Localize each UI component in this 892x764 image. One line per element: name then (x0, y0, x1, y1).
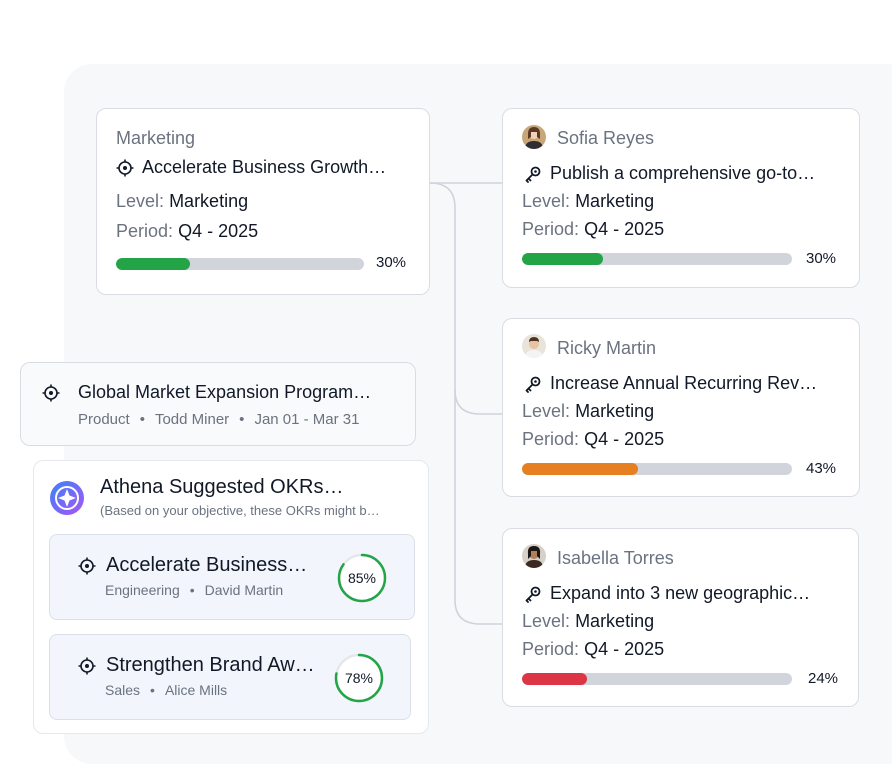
avatar (522, 334, 546, 358)
suggested-okr-card[interactable]: Strengthen Brand Aw… Sales • Alice Mills 7… (49, 634, 411, 720)
key-result-period: Period: Q4 - 2025 (522, 429, 664, 450)
athena-panel: Athena Suggested OKRs… (Based on your ob… (33, 460, 429, 734)
separator: • (139, 411, 145, 428)
level-label: Level: (522, 191, 571, 211)
objective-progress-fill (116, 258, 191, 270)
level-label: Level: (522, 611, 571, 631)
score-label: 85% (348, 570, 376, 586)
key-result-progress-bar (522, 673, 792, 685)
separator: • (189, 582, 195, 598)
program-card[interactable]: Global Market Expansion Program… Product… (20, 362, 416, 446)
key-result-level: Level: Marketing (522, 191, 654, 212)
athena-subtitle: (Based on your objective, these OKRs mig… (100, 503, 380, 518)
key-icon (524, 165, 542, 183)
level-value: Marketing (575, 401, 655, 421)
key-result-progress-fill (522, 253, 603, 265)
suggested-okr-title[interactable]: Strengthen Brand Aw… (78, 654, 315, 677)
objective-progress-label: 30% (376, 254, 407, 271)
program-meta: Product • Todd Miner • Jan 01 - Mar 31 (78, 411, 360, 428)
separator: • (150, 682, 155, 698)
program-title[interactable]: Global Market Expansion Program… (42, 382, 371, 403)
objective-level: Level: Marketing (116, 191, 248, 212)
key-result-progress-bar (522, 253, 792, 265)
key-icon (524, 585, 542, 603)
program-title-text: Global Market Expansion Program… (78, 382, 372, 402)
key-result-card[interactable]: Sofia Reyes Publish a comprehensive go-t… (502, 108, 860, 288)
objective-period: Period: Q4 - 2025 (116, 221, 258, 242)
objective-title-text: Accelerate Business Growth… (142, 157, 387, 177)
level-label: Level: (522, 401, 571, 421)
key-result-level: Level: Marketing (522, 401, 654, 422)
score-ring: 85% (337, 553, 387, 603)
owner-name: Sofia Reyes (557, 128, 655, 148)
program-dept: Product (78, 411, 130, 428)
suggested-okr-title[interactable]: Accelerate Business… (78, 554, 307, 577)
key-result-title-text: Increase Annual Recurring Rev… (550, 373, 818, 393)
period-value: Q4 - 2025 (584, 429, 665, 449)
target-icon (42, 384, 60, 402)
level-value: Marketing (575, 191, 655, 211)
score-label: 78% (345, 670, 373, 686)
key-result-progress-label: 24% (808, 670, 839, 687)
key-result-progress-bar (522, 463, 792, 475)
suggested-okr-dept: Engineering (105, 582, 180, 598)
key-result-title-text: Publish a comprehensive go-to… (550, 163, 816, 183)
suggested-okr-meta: Engineering • David Martin (105, 582, 283, 598)
key-result-title[interactable]: Expand into 3 new geographic… (524, 583, 810, 604)
key-result-progress-label: 43% (806, 460, 837, 477)
key-icon (524, 375, 542, 393)
suggested-okr-title-text: Strengthen Brand Aw… (106, 654, 315, 676)
separator: • (239, 411, 245, 428)
suggested-okr-card[interactable]: Accelerate Business… Engineering • David M… (49, 534, 415, 620)
key-result-title[interactable]: Increase Annual Recurring Rev… (524, 373, 817, 394)
objective-title[interactable]: Accelerate Business Growth… (116, 157, 386, 178)
suggested-okr-owner: Alice Mills (164, 682, 228, 698)
key-result-card[interactable]: Isabella Torres Expand into 3 new geogra… (502, 528, 859, 707)
level-value: Marketing (169, 191, 249, 211)
level-label: Level: (116, 191, 165, 211)
period-value: Q4 - 2025 (178, 221, 259, 241)
key-result-period: Period: Q4 - 2025 (522, 639, 664, 660)
target-icon (78, 557, 96, 575)
program-dates: Jan 01 - Mar 31 (254, 411, 360, 428)
suggested-okr-dept: Sales (105, 682, 141, 698)
key-result-progress-fill (522, 463, 639, 475)
key-result-period: Period: Q4 - 2025 (522, 219, 664, 240)
avatar (522, 544, 546, 568)
objective-card[interactable]: Marketing Accelerate Business Growth… Le… (96, 108, 430, 295)
owner-name: Ricky Martin (557, 338, 657, 358)
key-result-progress-fill (522, 673, 587, 685)
period-label: Period: (522, 219, 580, 239)
avatar (522, 125, 546, 149)
objective-progress-bar (116, 258, 364, 270)
period-label: Period: (116, 221, 174, 241)
compass-logo-icon (50, 481, 84, 515)
key-result-progress-label: 30% (806, 250, 837, 267)
period-value: Q4 - 2025 (584, 219, 665, 239)
period-value: Q4 - 2025 (584, 639, 665, 659)
owner-name: Isabella Torres (557, 548, 674, 568)
target-icon (78, 657, 96, 675)
program-owner: Todd Miner (154, 411, 230, 428)
suggested-okr-meta: Sales • Alice Mills (105, 682, 227, 698)
key-result-card[interactable]: Ricky Martin Increase Annual Recurring R… (502, 318, 860, 497)
level-value: Marketing (575, 611, 655, 631)
target-icon (116, 159, 134, 177)
period-label: Period: (522, 639, 580, 659)
key-result-title-text: Expand into 3 new geographic… (550, 583, 811, 603)
objective-department: Marketing (116, 128, 196, 148)
athena-title: Athena Suggested OKRs… (100, 476, 344, 498)
key-result-title[interactable]: Publish a comprehensive go-to… (524, 163, 815, 184)
period-label: Period: (522, 429, 580, 449)
suggested-okr-title-text: Accelerate Business… (106, 554, 308, 576)
suggested-okr-owner: David Martin (204, 582, 284, 598)
score-ring: 78% (334, 653, 384, 703)
key-result-level: Level: Marketing (522, 611, 654, 632)
